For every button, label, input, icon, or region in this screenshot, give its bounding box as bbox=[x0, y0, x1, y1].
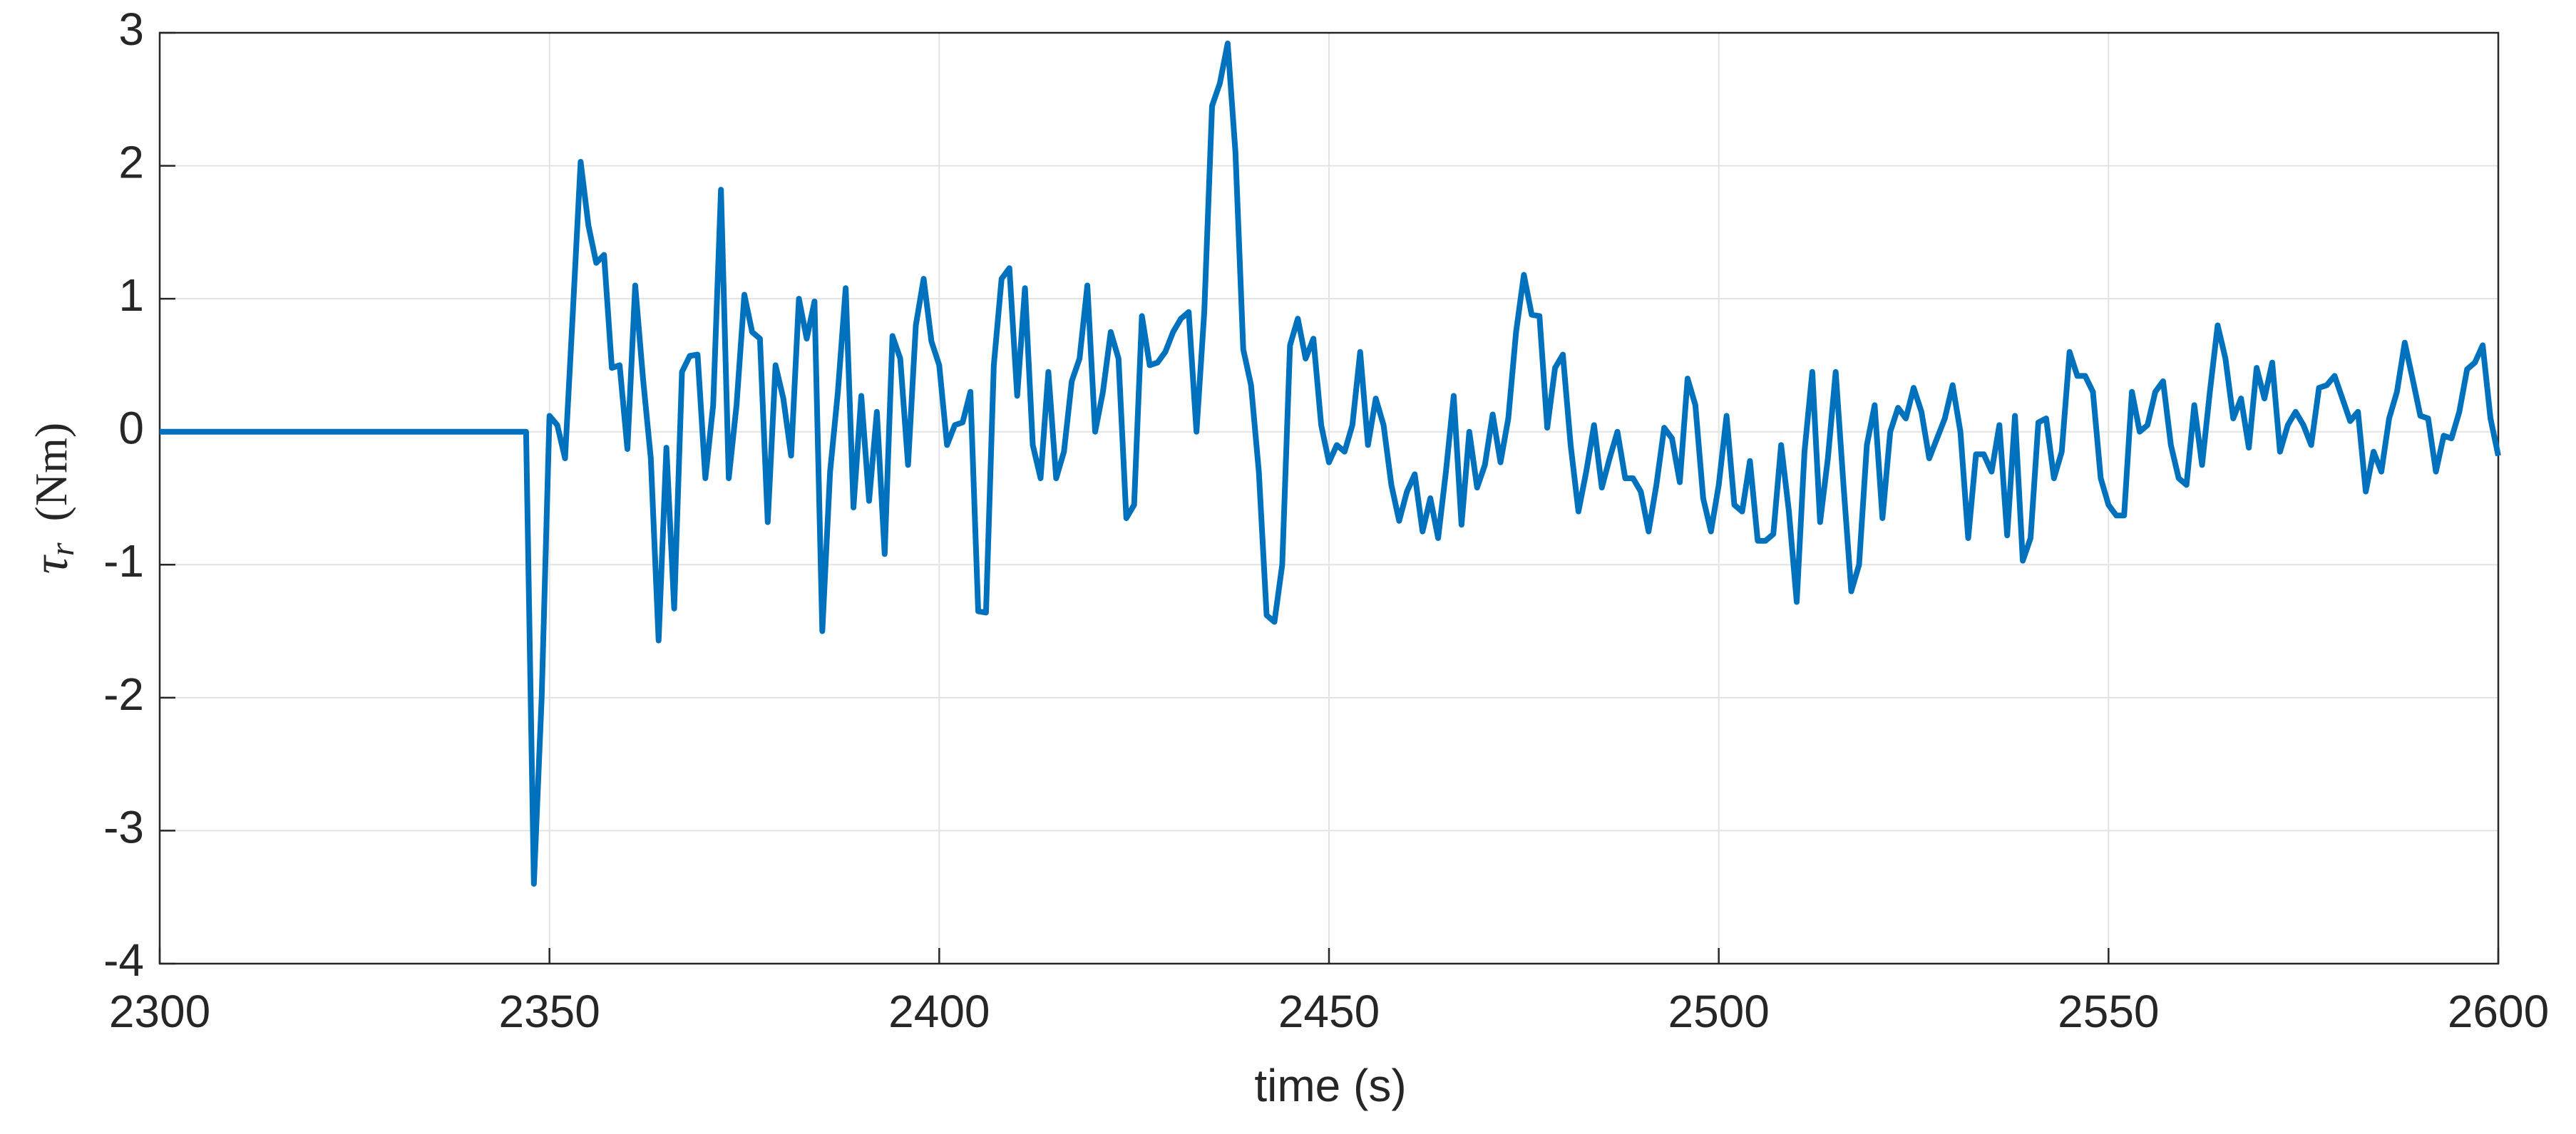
x-tick-label: 2350 bbox=[498, 986, 600, 1037]
y-tick-label: 2 bbox=[118, 136, 144, 187]
axes-box bbox=[158, 31, 2500, 965]
y-tick-label: 0 bbox=[118, 403, 144, 454]
x-tick-label: 2450 bbox=[1278, 986, 1380, 1037]
x-axis-label: time (s) bbox=[1254, 1060, 1406, 1111]
y-label-unit: (Nm) bbox=[26, 423, 76, 522]
x-tick-label: 2500 bbox=[1668, 986, 1769, 1037]
y-tick-label: -4 bbox=[103, 934, 144, 986]
y-tick-label: -3 bbox=[103, 801, 144, 852]
data-line bbox=[160, 40, 2501, 887]
x-tick-label: 2300 bbox=[109, 986, 210, 1037]
x-tick-label: 2550 bbox=[2058, 986, 2159, 1037]
y-tick-label: -2 bbox=[103, 669, 144, 720]
x-tick-label: 2400 bbox=[888, 986, 990, 1037]
y-tick-label: -1 bbox=[103, 535, 144, 587]
y-label-symbol: τ bbox=[24, 554, 78, 574]
x-tick-label: 2600 bbox=[2448, 986, 2549, 1037]
y-label-subscript: r bbox=[43, 542, 81, 556]
y-axis-label: τr (Nm) bbox=[24, 423, 81, 574]
y-tick-label: 1 bbox=[118, 269, 144, 321]
y-tick-label: 3 bbox=[118, 4, 144, 55]
